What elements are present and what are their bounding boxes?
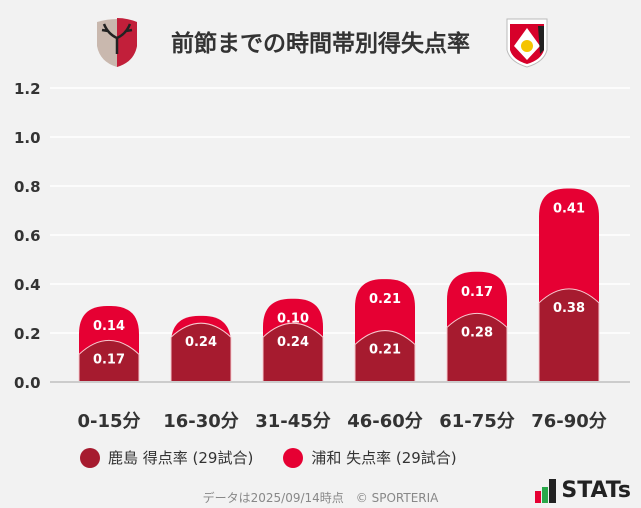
legend: 鹿島 得点率 (29試合) 浦和 失点率 (29試合) — [80, 447, 457, 468]
chart-title: 前節までの時間帯別得失点率 — [171, 31, 470, 57]
bar-segment-kashima — [262, 322, 324, 383]
kashima-crest-logo — [97, 18, 137, 67]
y-tick-label: 0.6 — [14, 227, 41, 245]
x-tick-label: 46-60分 — [347, 411, 423, 432]
legend-item-kashima: 鹿島 得点率 (29試合) — [80, 447, 253, 468]
data-label-urawa: 0.41 — [553, 201, 585, 216]
data-label-urawa: 0.21 — [369, 292, 401, 307]
footer-note: データは2025/09/14時点 © SPORTERIA — [202, 491, 439, 505]
brand-label: STATs — [561, 478, 631, 503]
y-tick-label: 1.2 — [14, 80, 41, 98]
legend-swatch-urawa — [283, 447, 304, 468]
bar-base — [262, 381, 324, 383]
x-tick-label: 0-15分 — [77, 411, 140, 432]
legend-item-urawa: 浦和 失点率 (29試合) — [283, 447, 457, 468]
stats-bars-icon — [535, 479, 557, 503]
y-tick-label: 0.0 — [14, 374, 41, 392]
data-label-urawa: 0.17 — [461, 285, 493, 300]
y-tick-label: 0.2 — [14, 325, 41, 343]
bar-segment-kashima — [354, 330, 416, 383]
data-label-kashima: 0.24 — [277, 335, 309, 350]
stats-brand: STATs — [535, 478, 631, 503]
bar-segment-kashima — [78, 340, 140, 383]
y-tick-label: 0.4 — [14, 276, 41, 294]
data-label-kashima: 0.28 — [461, 325, 493, 340]
bar-segment-kashima — [446, 313, 508, 383]
bar-base — [170, 381, 232, 383]
x-tick-label: 31-45分 — [255, 411, 331, 432]
y-tick-label: 0.8 — [14, 178, 41, 196]
urawa-crest-logo — [506, 18, 548, 68]
bar-base — [538, 381, 600, 383]
legend-label-kashima: 鹿島 得点率 (29試合) — [108, 449, 254, 467]
data-label-kashima: 0.24 — [185, 335, 217, 350]
legend-label-urawa: 浦和 失点率 (29試合) — [311, 449, 457, 467]
bar-segment-kashima — [170, 322, 232, 383]
bar-segment-kashima — [538, 288, 600, 383]
legend-swatch-kashima — [80, 447, 100, 468]
x-tick-label: 76-90分 — [531, 411, 607, 432]
data-label-urawa: 0.14 — [93, 319, 125, 334]
bar-base — [78, 381, 140, 383]
bar-base — [446, 381, 508, 383]
x-tick-label: 61-75分 — [439, 411, 515, 432]
x-tick-label: 16-30分 — [163, 411, 239, 432]
stacked-bar-chart: 0.0 0.2 0.4 0.6 0.8 1.0 1.2 0.14 0.17 0-15分 0.24 16… — [14, 80, 630, 432]
bar-base — [354, 381, 416, 383]
data-label-kashima: 0.17 — [93, 352, 125, 367]
data-label-kashima: 0.21 — [369, 343, 401, 358]
y-tick-label: 1.0 — [14, 129, 41, 147]
data-label-kashima: 0.38 — [553, 301, 585, 316]
data-label-urawa: 0.10 — [277, 312, 309, 327]
